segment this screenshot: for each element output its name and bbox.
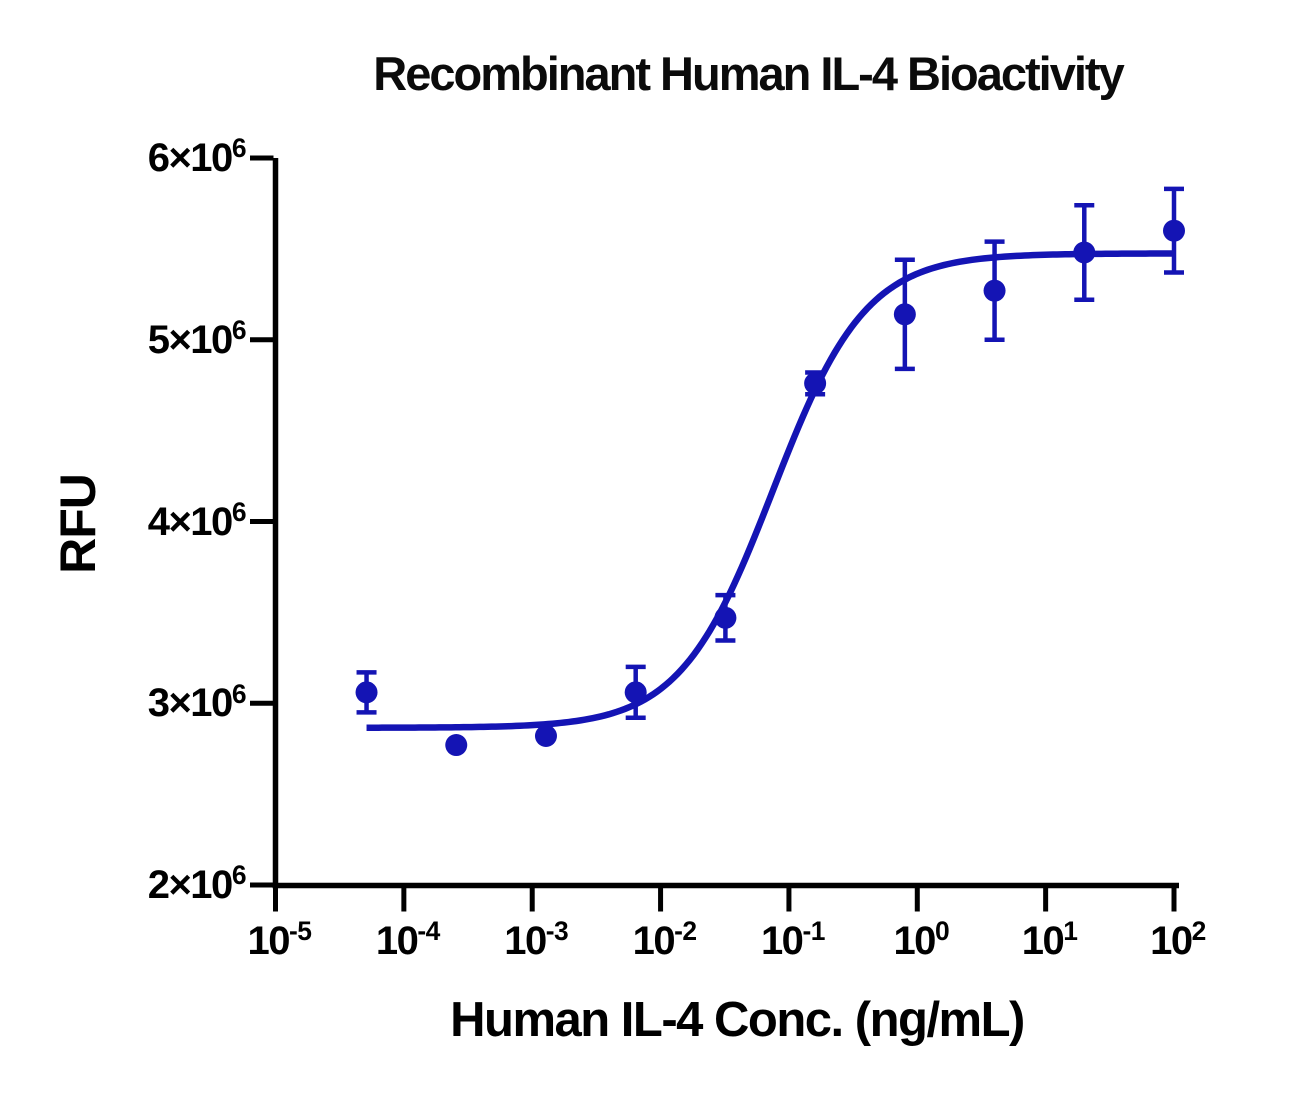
data-point [893, 303, 916, 326]
data-point [1163, 219, 1185, 242]
x-tick-label: 10-2 [632, 916, 697, 963]
x-tick-label: 10-5 [247, 916, 312, 963]
x-tick-label-exponent: -5 [289, 916, 312, 947]
y-tick-label: 6×106 [147, 133, 247, 180]
x-tick-label: 10-4 [375, 916, 440, 963]
data-point [445, 734, 468, 757]
y-tick-label: 4×106 [147, 496, 247, 544]
data-point [624, 681, 647, 704]
y-tick-label-exponent: 6 [231, 496, 247, 527]
data-point [804, 372, 827, 395]
x-tick-label-exponent: 1 [1063, 916, 1078, 947]
data-point [983, 279, 1006, 302]
x-tick-label: 100 [893, 916, 950, 963]
y-tick-label: 5×106 [147, 315, 247, 362]
x-tick-label: 102 [1150, 916, 1206, 963]
x-tick-label-exponent: -3 [545, 916, 569, 947]
x-tick-label-exponent: -2 [674, 916, 697, 947]
data-point [714, 606, 737, 629]
y-tick-label: 3×106 [147, 678, 247, 726]
chart-title: Recombinant Human IL-4 Bioactivity [373, 47, 1124, 100]
data-point [534, 724, 557, 747]
x-tick-label: 10-3 [504, 916, 569, 963]
data-point [1073, 241, 1096, 264]
y-tick-label-exponent: 6 [231, 678, 247, 709]
x-tick-label-exponent: 0 [934, 916, 950, 947]
fit-curve-line [366, 250, 1175, 731]
y-tick-label-exponent: 6 [231, 133, 247, 164]
x-tick-label: 101 [1021, 916, 1078, 963]
x-axis-title: Human IL-4 Conc. (ng/mL) [450, 993, 1025, 1047]
y-tick-label-exponent: 6 [231, 315, 247, 346]
x-tick-label-exponent: 2 [1191, 916, 1207, 947]
x-tick-label-exponent: -1 [802, 916, 825, 947]
y-tick-label-exponent: 6 [231, 860, 247, 891]
y-tick-label: 2×106 [147, 860, 247, 907]
x-tick-label: 10-1 [760, 916, 825, 963]
data-point [355, 681, 378, 704]
x-tick-label-exponent: -4 [417, 916, 440, 947]
